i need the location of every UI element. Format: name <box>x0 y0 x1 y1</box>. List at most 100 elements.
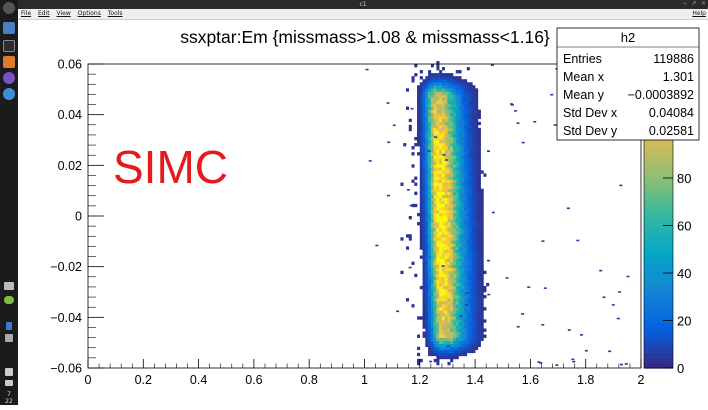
heatmap-cell <box>477 206 481 211</box>
clock[interactable]: 7 22 <box>0 391 18 405</box>
heatmap-cell <box>464 237 468 241</box>
bluetooth-icon[interactable] <box>6 322 12 330</box>
palette-swatch <box>644 145 673 151</box>
heatmap-cell <box>472 252 476 256</box>
x-tick-label: 2 <box>638 373 645 387</box>
palette-swatch <box>644 165 673 171</box>
window-titlebar[interactable]: c1 – ↗ ✕ <box>18 0 708 9</box>
heatmap-cell <box>436 182 440 186</box>
menu-help[interactable]: Help <box>692 10 706 17</box>
heatmap-cell <box>464 282 468 287</box>
heatmap-cell <box>430 255 434 259</box>
stats-label-mean-y: Mean y <box>563 88 605 102</box>
heatmap-cell <box>472 127 476 132</box>
heatmap-cell <box>477 197 481 202</box>
heatmap-cell <box>444 124 448 129</box>
heatmap-cell <box>433 188 437 192</box>
close-button[interactable]: ✕ <box>700 1 706 7</box>
heatmap-cell <box>464 264 468 268</box>
stats-box[interactable]: h2 Entries 119886 Mean x 1.301 Mean y −0… <box>556 27 700 141</box>
stats-value-mean-y: −0.0003892 <box>628 88 694 102</box>
battery-icon[interactable] <box>5 380 13 386</box>
heatmap-cell <box>439 176 443 180</box>
heatmap-cell <box>458 246 462 250</box>
heatmap-cell <box>475 219 479 223</box>
heatmap-cell <box>472 121 476 126</box>
heatmap-cell <box>461 249 465 253</box>
clock-hour: 7 <box>7 391 11 398</box>
menu-tools[interactable]: Tools <box>107 10 123 17</box>
heatmap-outlier <box>409 204 413 207</box>
menu-view[interactable]: View <box>56 10 71 17</box>
heatmap-cell <box>450 91 454 95</box>
heatmap-cell <box>461 328 465 332</box>
app-menu-icon[interactable] <box>3 2 15 14</box>
heatmap-cell <box>428 319 432 323</box>
heatmap-cell <box>419 109 423 113</box>
heatmap-cell <box>472 307 476 311</box>
menu-options[interactable]: Options <box>77 10 101 17</box>
clipboard-icon[interactable] <box>4 282 14 290</box>
heatmap-cell <box>458 94 462 98</box>
heatmap-cell <box>447 355 451 360</box>
heatmap-cell <box>455 240 459 244</box>
palette-swatch <box>644 352 673 359</box>
heatmap-cell <box>425 79 429 83</box>
heatmap-cell <box>441 295 445 299</box>
heatmap-cell <box>464 182 468 186</box>
heatmap-cell <box>475 127 479 132</box>
heatmap-cell <box>441 355 445 360</box>
heatmap-cell <box>436 79 440 83</box>
heatmap-cell <box>450 261 454 265</box>
network-icon[interactable] <box>5 334 13 342</box>
volume-icon[interactable] <box>5 368 13 376</box>
heatmap-cell <box>447 112 451 116</box>
menu-file[interactable]: File <box>21 10 32 17</box>
minimize-button[interactable]: – <box>683 1 687 7</box>
heatmap-cell <box>441 261 445 265</box>
heatmap-cell <box>422 292 426 296</box>
heatmap-cell <box>472 179 476 183</box>
maximize-button[interactable]: ↗ <box>691 1 697 7</box>
heatmap-cell <box>430 85 434 89</box>
heatmap-cell <box>430 276 434 281</box>
shield-icon[interactable] <box>4 296 14 304</box>
heatmap-cell <box>464 322 468 326</box>
heatmap-cell <box>458 212 462 217</box>
heatmap-cell <box>469 112 473 116</box>
heatmap-cell <box>469 246 473 250</box>
firefox-icon[interactable] <box>3 72 15 84</box>
heatmap-cell <box>441 143 445 147</box>
heatmap-cell <box>458 130 462 135</box>
heatmap-cell <box>483 295 487 299</box>
heatmap-cell <box>472 143 476 147</box>
heatmap-cell <box>477 270 481 275</box>
heatmap-cell <box>458 167 462 171</box>
heatmap-cell <box>461 133 465 138</box>
heatmap-cell <box>430 304 434 308</box>
chrome-icon[interactable] <box>3 88 15 100</box>
software-icon[interactable] <box>3 56 15 68</box>
heatmap-cell <box>411 164 415 168</box>
heatmap-cell <box>461 115 465 120</box>
heatmap-cell <box>417 130 421 135</box>
heatmap-cell <box>450 304 454 308</box>
heatmap-cell <box>422 79 426 83</box>
plot-canvas[interactable]: ssxptar:Em {missmass>1.08 & missmass<1.1… <box>18 20 708 405</box>
heatmap-cell <box>439 143 443 147</box>
heatmap-cell <box>466 346 470 351</box>
histogram-plot[interactable]: ssxptar:Em {missmass>1.08 & missmass<1.1… <box>18 20 708 405</box>
files-icon[interactable] <box>3 22 15 34</box>
heatmap-cell <box>436 185 440 189</box>
heatmap-cell <box>475 212 479 217</box>
menu-edit[interactable]: Edit <box>37 10 50 17</box>
heatmap-cell <box>419 358 423 363</box>
heatmap-cell <box>466 282 470 287</box>
heatmap-cell <box>477 219 481 223</box>
heatmap-cell <box>436 200 440 205</box>
heatmap-cell <box>428 240 432 244</box>
heatmap-cell <box>441 73 445 77</box>
heatmap-cell <box>461 118 465 123</box>
heatmap-cell <box>441 337 445 341</box>
terminal-icon[interactable] <box>3 40 15 52</box>
